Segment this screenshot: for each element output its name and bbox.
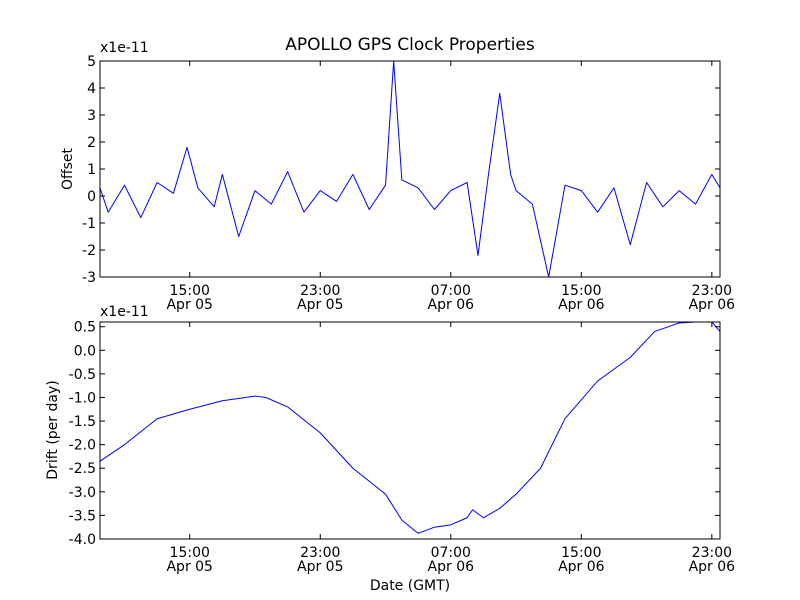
drift-xtick-time: 15:00 [561,545,601,561]
offset-axes-frame [99,60,721,278]
offset-xtick-time: 07:00 [431,283,471,299]
offset-ytick-label: 3 [87,108,96,124]
drift-series-line [99,321,721,534]
chart-title: APOLLO GPS Clock Properties [285,35,535,55]
drift-xtick-date: Apr 05 [297,559,343,575]
drift-ytick-label: 0.0 [74,343,96,359]
drift-xtick-date: Apr 06 [428,559,475,575]
offset-xtick-date: Apr 05 [166,297,212,313]
drift-ytick-label: -1.5 [69,414,96,430]
offset-xtick-time: 23:00 [300,283,340,299]
offset-ytick-label: -1 [82,216,96,232]
drift-xtick-date: Apr 05 [166,559,212,575]
offset-xtick-date: Apr 06 [689,297,736,313]
drift-scale-label: x1e-11 [100,304,149,320]
offset-scale-label: x1e-11 [100,40,149,56]
offset-ytick-label: 4 [87,81,96,97]
offset-series-group [99,60,721,278]
drift-x-axis-label: Date (GMT) [370,578,450,594]
drift-xtick-time: 15:00 [170,545,210,561]
drift-panel: -4.0 -3.5 -3.0 -2.5 -2.0 -1.5 -1.0 -0.5 0.0 0.5 15… [45,304,735,594]
drift-ytick-label: -4.0 [69,532,96,548]
offset-xtick-date: Apr 06 [558,297,605,313]
drift-ytick-label: -3.0 [69,485,96,501]
offset-ytick-label: 0 [87,189,96,205]
drift-ytick-label: -3.5 [69,508,96,524]
drift-xtick-date: Apr 06 [558,559,605,575]
offset-ytick-label: 1 [87,162,96,178]
drift-ytick-label: -2.5 [69,461,96,477]
drift-ytick-label: 0.5 [74,320,96,336]
offset-xtick-time: 15:00 [170,283,210,299]
drift-ytick-label: -1.0 [69,390,96,406]
offset-ytick-label: -3 [82,270,96,286]
drift-ytick-label: -0.5 [69,367,96,383]
drift-ytick-label: -2.0 [69,438,96,454]
offset-ytick-label: 5 [87,54,96,70]
offset-ytick-label: 2 [87,135,96,151]
drift-axes-frame [99,321,721,540]
drift-xtick-time: 23:00 [300,545,340,561]
drift-xtick-date: Apr 06 [689,559,736,575]
drift-ticks-group: -4.0 -3.5 -3.0 -2.5 -2.0 -1.5 -1.0 -0.5 0.0 0.5 15… [69,320,736,575]
drift-series-group [99,321,721,534]
offset-xtick-date: Apr 06 [428,297,475,313]
drift-xtick-time: 23:00 [692,545,732,561]
offset-xtick-time: 15:00 [561,283,601,299]
offset-xtick-time: 23:00 [692,283,732,299]
drift-xtick-time: 07:00 [431,545,471,561]
offset-xtick-date: Apr 05 [297,297,343,313]
offset-series-line [99,60,721,278]
drift-y-axis-label: Drift (per day) [45,380,61,479]
offset-ytick-label: -2 [82,243,96,259]
offset-y-axis-label: Offset [60,147,76,190]
